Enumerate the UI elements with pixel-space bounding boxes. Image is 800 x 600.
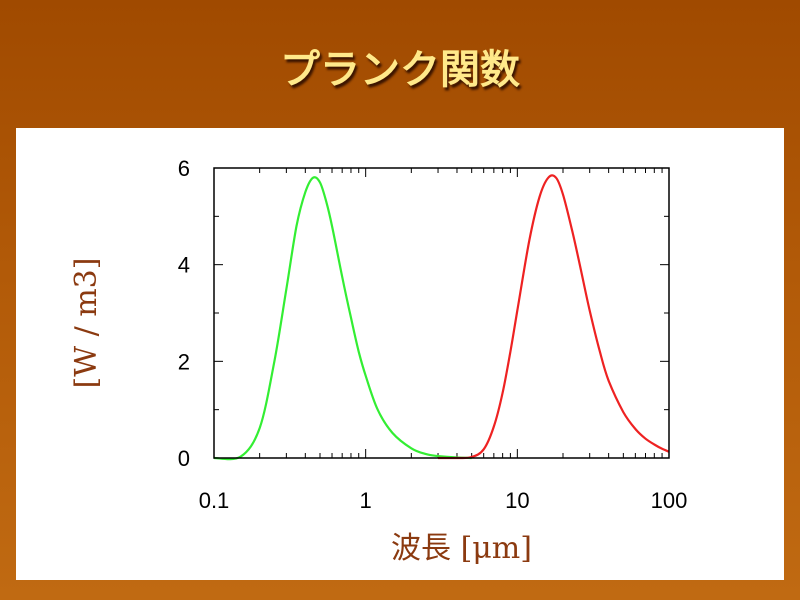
x-axis-title: 波長 [μm] bbox=[391, 531, 532, 566]
x-tick-label: 1 bbox=[360, 488, 372, 513]
y-tick-label: 2 bbox=[178, 349, 190, 374]
x-tick-label: 10 bbox=[505, 488, 529, 513]
slide-title: プランク関数 bbox=[280, 47, 520, 93]
plot-frame bbox=[213, 167, 670, 459]
x-tick-label: 0.1 bbox=[199, 488, 230, 513]
y-axis-title: [W / m3] bbox=[69, 258, 104, 389]
chart-panel: 0.1 1 10 100 0 2 4 6 波長 [μm] [W / m3] bbox=[16, 128, 784, 580]
y-tick-label: 0 bbox=[178, 446, 190, 471]
series-line-1 bbox=[213, 176, 472, 461]
y-tick-label: 6 bbox=[178, 156, 190, 181]
planck-chart: 0.1 1 10 100 0 2 4 6 波長 [μm] [W / m3] bbox=[69, 156, 688, 566]
y-tick-label: 4 bbox=[178, 253, 190, 278]
x-tick-label: 100 bbox=[651, 488, 688, 513]
series-line-2 bbox=[437, 174, 670, 460]
